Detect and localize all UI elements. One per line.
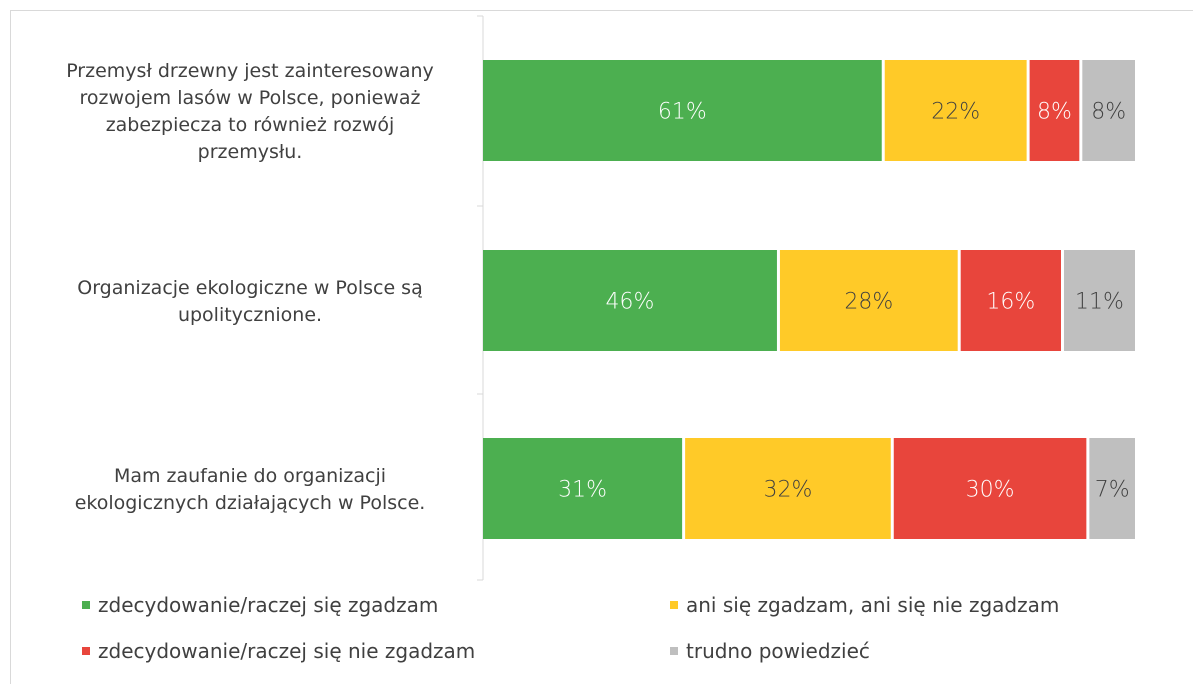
bar-segment bbox=[685, 438, 891, 539]
chart-frame bbox=[10, 10, 1193, 684]
data-label: 32% bbox=[763, 478, 812, 503]
data-label: 8% bbox=[1037, 100, 1072, 125]
category-label: rozwojem lasów w Polsce, ponieważ bbox=[80, 87, 421, 109]
bar-segment bbox=[884, 60, 1027, 161]
data-label: 22% bbox=[931, 100, 980, 125]
bar-segment bbox=[1082, 60, 1135, 161]
category-label: zabezpiecza to również rozwój bbox=[106, 114, 395, 136]
data-label: 31% bbox=[558, 478, 607, 503]
data-label: 30% bbox=[966, 478, 1015, 503]
data-label: 11% bbox=[1075, 290, 1124, 315]
legend-label: ani się zgadzam, ani się nie zgadzam bbox=[686, 593, 1059, 617]
legend-swatch bbox=[670, 647, 678, 655]
category-label: przemysłu. bbox=[198, 141, 303, 163]
bar-segment bbox=[1089, 438, 1135, 539]
bar-segment bbox=[483, 250, 777, 351]
data-label: 28% bbox=[844, 290, 893, 315]
data-label: 61% bbox=[658, 100, 707, 125]
category-label: Mam zaufanie do organizacji bbox=[114, 465, 386, 487]
category-label: upolitycznione. bbox=[178, 304, 322, 326]
data-label: 8% bbox=[1091, 100, 1126, 125]
bar-segment bbox=[483, 438, 683, 539]
legend-swatch bbox=[82, 601, 90, 609]
bar-segment bbox=[779, 250, 958, 351]
bar-segment bbox=[893, 438, 1087, 539]
legend-label: trudno powiedzieć bbox=[686, 639, 870, 663]
bar-segment bbox=[1063, 250, 1135, 351]
bar-segment bbox=[960, 250, 1061, 351]
category-label: ekologicznych działających w Polsce. bbox=[75, 492, 426, 514]
data-label: 7% bbox=[1095, 478, 1130, 503]
legend-swatch bbox=[82, 647, 90, 655]
data-label: 16% bbox=[986, 290, 1035, 315]
legend-swatch bbox=[670, 601, 678, 609]
legend-label: zdecydowanie/raczej się nie zgadzam bbox=[98, 639, 475, 663]
data-label: 46% bbox=[606, 290, 655, 315]
legend-label: zdecydowanie/raczej się zgadzam bbox=[98, 593, 438, 617]
bar-segment bbox=[483, 60, 882, 161]
category-label: Organizacje ekologiczne w Polsce są bbox=[77, 277, 422, 299]
category-label: Przemysł drzewny jest zainteresowany bbox=[66, 60, 434, 82]
bar-segment bbox=[1029, 60, 1080, 161]
